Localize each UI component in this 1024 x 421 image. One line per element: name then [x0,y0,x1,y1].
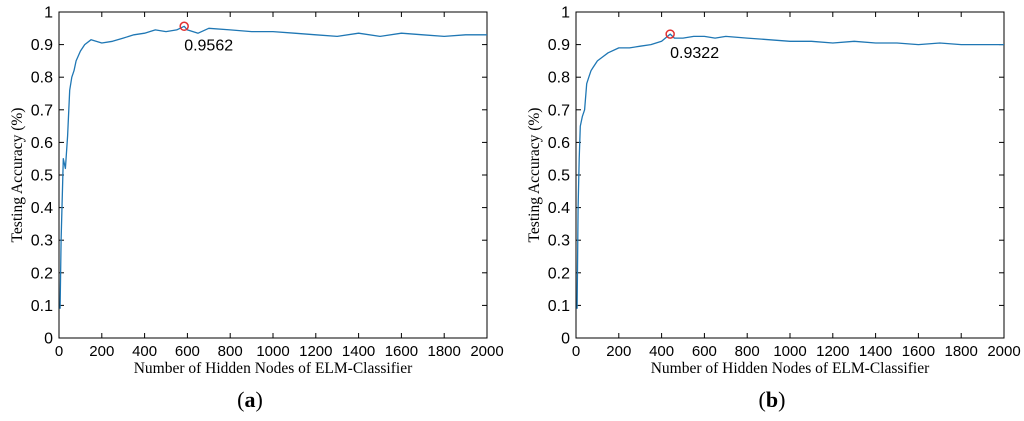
x-tick-label: 800 [735,343,760,360]
x-tick-label: 1400 [342,343,375,360]
panel-label: (a) [237,387,263,412]
x-tick-label: 1600 [902,343,935,360]
x-tick-label: 600 [692,343,717,360]
x-tick-label: 800 [218,343,243,360]
panel-letter: a [245,387,256,412]
y-tick-label: 0.6 [548,135,570,152]
y-tick-label: 0.3 [31,233,53,250]
y-tick-label: 0.6 [31,135,53,152]
y-tick-label: 0.3 [548,233,570,250]
x-tick-label: 1200 [816,343,849,360]
x-tick-label: 200 [89,343,114,360]
x-tick-label: 1400 [859,343,892,360]
y-tick-label: 0.2 [548,265,570,282]
x-tick-label: 1200 [299,343,332,360]
panel-letter: b [766,387,778,412]
x-tick-label: 0 [572,343,580,360]
plot-frame [58,11,488,339]
chart-panel-a: 0 0.1 0.2 0.3 0.4 0.5 0.6 0.7 0.8 0.9 1 0 200 400 600 8… [9,5,504,413]
max-point-marker [179,21,189,32]
y-axis-label: Testing Accuracy (%) [9,108,26,243]
y-axis-label: Testing Accuracy (%) [526,108,543,243]
x-tick-label: 400 [649,343,674,360]
y-tick-label: 0.1 [548,298,570,315]
max-point-label: 0.9562 [184,37,233,54]
y-tick-label: 0 [561,331,570,348]
y-tick-label: 0.5 [31,168,53,185]
y-tick-label: 0.7 [31,102,53,119]
y-tick-label: 0.9 [31,37,53,54]
x-tick-label: 0 [55,343,63,360]
x-tick-label: 1600 [385,343,418,360]
chart-panel-b: 0 0.1 0.2 0.3 0.4 0.5 0.6 0.7 0.8 0.9 1 0 200 400 600 8… [526,5,1021,413]
y-tick-label: 0.9 [548,37,570,54]
x-tick-label: 2000 [470,343,503,360]
x-axis-label: Number of Hidden Nodes of ELM-Classifier [134,360,413,377]
x-tick-label: 1000 [773,343,806,360]
x-tick-label: 600 [175,343,200,360]
series-line [59,25,487,309]
max-point-label: 0.9322 [670,45,719,62]
y-tick-label: 0.4 [31,200,53,217]
plot-frame [575,11,1005,339]
y-tick-label: 0.4 [548,200,570,217]
y-tick-label: 0 [44,331,53,348]
x-tick-label: 1800 [945,343,978,360]
y-tick-label: 1 [561,5,570,22]
y-tick-label: 0.7 [548,102,570,119]
x-axis-label: Number of Hidden Nodes of ELM-Classifier [651,360,930,377]
panel-label: (b) [759,387,786,412]
y-tick-label: 0.8 [31,70,53,87]
x-tick-label: 1800 [428,343,461,360]
max-point-marker [665,29,675,39]
x-tick-label: 400 [132,343,157,360]
x-tick-label: 200 [606,343,631,360]
y-tick-label: 0.8 [548,70,570,87]
y-tick-label: 1 [44,5,53,22]
y-tick-label: 0.1 [31,298,53,315]
x-tick-label: 1000 [256,343,289,360]
y-tick-label: 0.2 [31,265,53,282]
x-tick-label: 2000 [987,343,1020,360]
series-line [576,33,1004,309]
y-tick-label: 0.5 [548,168,570,185]
